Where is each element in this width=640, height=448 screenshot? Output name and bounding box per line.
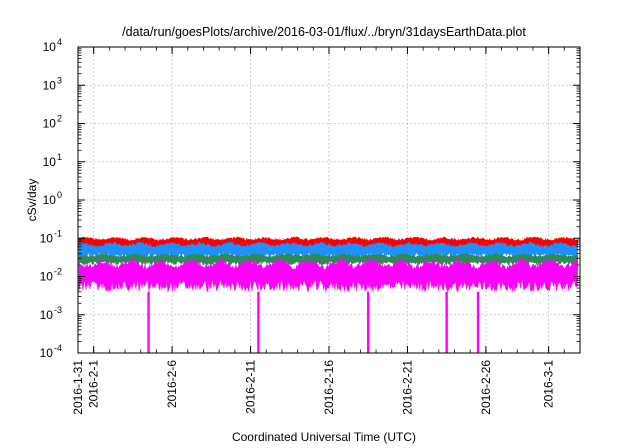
dropout-line <box>147 291 150 353</box>
y-tick-label: 101 <box>43 152 62 169</box>
x-tick-label: 2016-2-26 <box>479 360 493 415</box>
x-axis-ticks: 2016-1-31 2016-2-1 2016-2-6 2016-2-11 2016-2… <box>71 47 581 415</box>
y-tick-label: 10-3 <box>40 305 62 322</box>
series-group <box>78 236 578 353</box>
x-tick-label: 2016-2-11 <box>244 360 258 414</box>
dropout-line <box>367 291 370 353</box>
y-tick-label: 10-2 <box>40 267 62 284</box>
x-tick-label: 2016-2-16 <box>322 360 336 415</box>
dropout-line <box>257 291 260 353</box>
chart-title: /data/run/goesPlots/archive/2016-03-01/f… <box>122 25 526 39</box>
y-tick-label: 10-1 <box>40 228 62 245</box>
y-tick-label: 103 <box>43 75 62 92</box>
x-tick-label: 2016-3-1 <box>542 360 556 408</box>
x-tick-label: 2016-2-6 <box>165 360 179 408</box>
x-tick-label: 2016-2-21 <box>400 360 414 415</box>
x-tick-label: 2016-1-31 <box>71 360 85 415</box>
y-tick-label: 100 <box>43 190 62 207</box>
y-axis-label: cSv/day <box>25 179 39 222</box>
grid <box>78 47 580 353</box>
y-tick-label: 10-4 <box>40 343 62 360</box>
y-tick-label: 104 <box>43 37 62 54</box>
dropout-line <box>445 291 448 353</box>
dropout-line <box>476 291 480 353</box>
x-axis-label: Coordinated Universal Time (UTC) <box>232 430 416 444</box>
x-tick-label: 2016-2-1 <box>87 360 101 408</box>
y-tick-label: 102 <box>43 114 62 131</box>
